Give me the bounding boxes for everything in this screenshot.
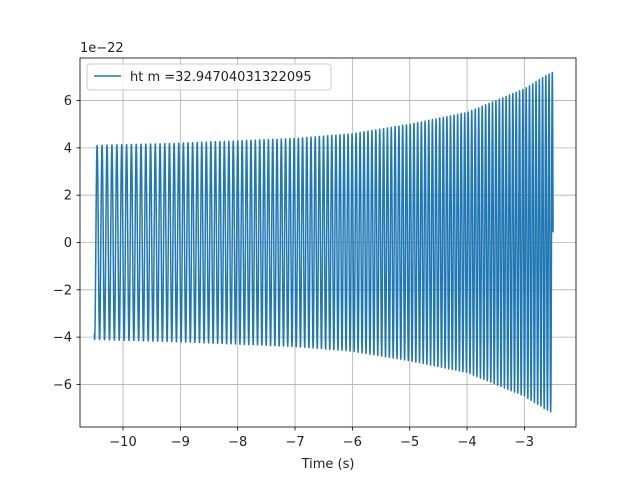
y-tick-label: −2 — [53, 283, 72, 298]
y-tick-label: 4 — [64, 141, 72, 156]
axis-ticks: −10 −9 −8 −7 −6 −5 −4 −3 −6 −4 −2 0 2 4 6 — [53, 94, 534, 450]
y-tick-label: −4 — [53, 331, 72, 346]
y-offset-text: 1e−22 — [80, 41, 124, 56]
series-line-ht — [93, 71, 554, 413]
y-tick-label: −6 — [53, 378, 72, 393]
x-tick-label: −9 — [171, 435, 190, 450]
legend: ht m =32.94704031322095 — [86, 63, 332, 91]
y-tick-label: 2 — [64, 189, 72, 204]
legend-box — [86, 63, 332, 91]
x-tick-label: −5 — [400, 435, 419, 450]
x-tick-label: −6 — [343, 435, 362, 450]
legend-entry-ht: ht m =32.94704031322095 — [130, 70, 312, 85]
x-tick-label: −8 — [228, 435, 247, 450]
x-tick-label: −7 — [285, 435, 304, 450]
x-tick-label: −10 — [109, 435, 136, 450]
x-axis-label: Time (s) — [301, 457, 355, 472]
x-tick-label: −4 — [457, 435, 476, 450]
y-tick-label: 0 — [64, 236, 72, 251]
y-tick-label: 6 — [64, 94, 72, 109]
x-tick-label: −3 — [515, 435, 534, 450]
